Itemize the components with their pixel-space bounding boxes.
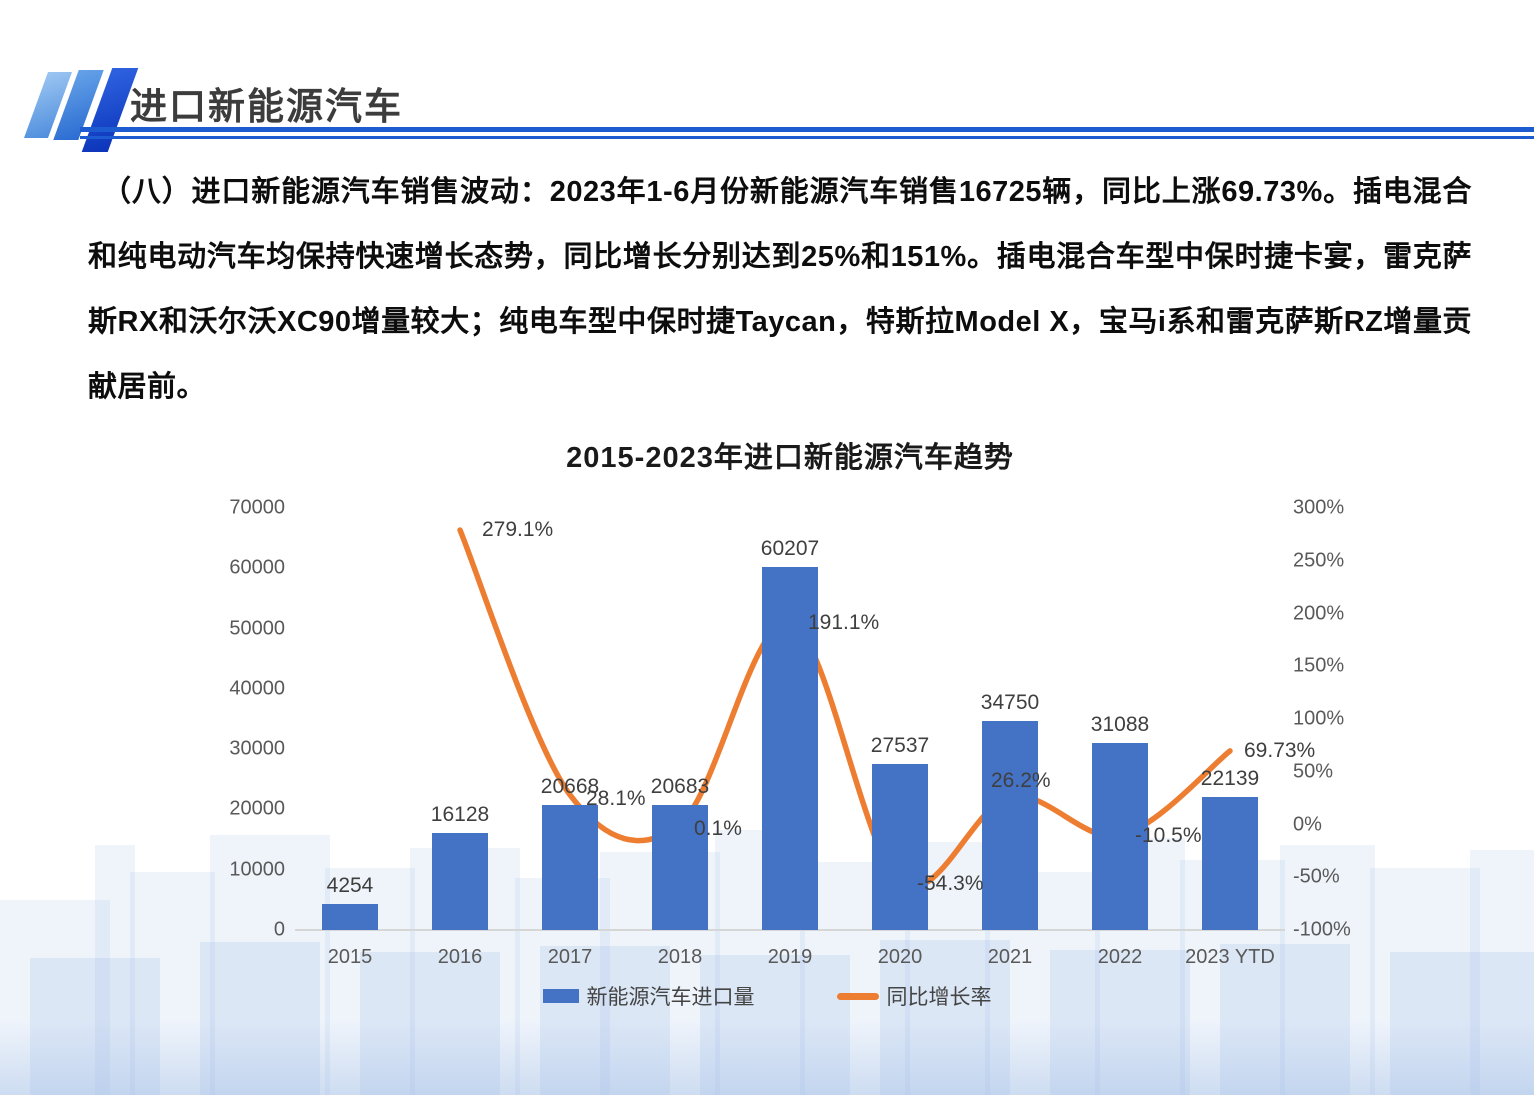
x-axis-label: 2020 (877, 946, 923, 968)
right-axis-tick: 0% (1293, 813, 1322, 835)
bar-2022 (1092, 742, 1148, 930)
line-series-swatch-icon (836, 992, 879, 1000)
bar-2019 (762, 567, 818, 930)
legend-item-imports: 新能源汽车进口量 (542, 981, 755, 1011)
line-value-label: -10.5% (1135, 823, 1202, 847)
skyline-building (200, 942, 320, 1095)
skyline-building (1220, 944, 1350, 1095)
x-axis-label: 2021 (987, 946, 1033, 968)
left-axis-tick: 60000 (229, 556, 285, 579)
bar-2018 (652, 805, 708, 930)
bar-value-label: 22139 (1200, 766, 1260, 790)
skyline-building (1050, 950, 1190, 1095)
bar-2017 (542, 805, 598, 930)
skyline-building (360, 952, 500, 1095)
skyline-building (130, 872, 215, 1095)
bar-value-label: 60207 (760, 537, 820, 561)
skyline-building (1390, 952, 1534, 1095)
skyline-building (95, 845, 135, 1095)
skyline-building (540, 946, 670, 1095)
skyline-building (30, 958, 160, 1095)
skyline-building (1280, 845, 1375, 1095)
x-axis-label: 2015 (327, 946, 373, 968)
skyline-building (0, 900, 110, 1095)
chart-title: 2015-2023年进口新能源汽车趋势 (566, 442, 1014, 474)
bar-value-label: 27537 (870, 733, 930, 757)
bar-2020 (872, 763, 928, 930)
line-value-label: 0.1% (694, 817, 742, 841)
right-axis-tick: 50% (1293, 760, 1334, 783)
right-axis-tick: -50% (1293, 865, 1340, 888)
line-value-label: -54.3% (917, 871, 984, 895)
header-rule-thick (80, 127, 1534, 132)
bar-value-label: 20668 (540, 775, 600, 799)
bar-2016 (432, 832, 488, 930)
bar-value-label: 4254 (326, 874, 374, 898)
bar-2015 (322, 904, 378, 930)
x-axis-line (295, 929, 1285, 931)
skyline-building (700, 955, 850, 1095)
right-axis-tick: 150% (1293, 654, 1345, 677)
bar-value-label: 20683 (650, 775, 710, 799)
right-axis-tick: 250% (1293, 549, 1345, 572)
right-axis-tick: -100% (1293, 918, 1351, 941)
x-axis-label: 2022 (1097, 946, 1143, 968)
right-axis-tick: 200% (1293, 602, 1345, 624)
header-rule-thin (80, 136, 1534, 139)
legend-item-growth: 同比增长率 (836, 981, 992, 1011)
background-bottom-band (0, 1020, 1534, 1095)
skyline-building (880, 940, 1010, 1095)
left-axis-tick: 70000 (229, 496, 285, 519)
line-value-label: 26.2% (991, 768, 1051, 792)
right-axis-tick: 100% (1293, 707, 1345, 730)
legend-label-growth: 同比增长率 (886, 986, 992, 1009)
chart-legend: 新能源汽车进口量 同比增长率 (0, 981, 1534, 1011)
line-value-label: 69.73% (1244, 738, 1316, 762)
left-axis-tick: 10000 (229, 858, 285, 881)
page-title: 进口新能源汽车 (130, 86, 403, 127)
left-axis-tick: 50000 (229, 617, 285, 640)
right-axis-tick: 300% (1293, 496, 1345, 519)
skyline-building (210, 835, 330, 1095)
x-axis-label: 2018 (657, 946, 703, 968)
line-value-label: 28.1% (586, 786, 646, 810)
line-value-label: 279.1% (482, 518, 554, 542)
bar-2021 (982, 720, 1038, 930)
left-axis-tick: 30000 (229, 737, 285, 760)
x-axis-label: 2016 (437, 946, 483, 968)
growth-line (457, 527, 1233, 890)
bar-2023 YTD (1202, 796, 1258, 930)
skyline-building (1470, 850, 1534, 1095)
bar-value-label: 16128 (430, 802, 490, 826)
skyline-building (1370, 868, 1480, 1095)
slide-header: 进口新能源汽车 (0, 0, 1534, 160)
x-axis-label: 2023 YTD (1185, 946, 1275, 968)
left-axis-tick: 0 (273, 918, 285, 941)
bar-series-swatch-icon (542, 989, 579, 1003)
left-axis-tick: 40000 (229, 677, 285, 700)
left-axis-tick: 20000 (229, 797, 285, 820)
x-axis-label: 2017 (547, 946, 593, 968)
line-value-label: 191.1% (808, 610, 880, 634)
x-axis-label: 2019 (767, 946, 813, 968)
body-paragraph: （八）进口新能源汽车销售波动：2023年1-6月份新能源汽车销售16725辆，同… (88, 176, 1472, 403)
bar-value-label: 34750 (980, 690, 1040, 714)
bar-value-label: 31088 (1090, 712, 1150, 736)
legend-label-imports: 新能源汽车进口量 (586, 986, 755, 1009)
